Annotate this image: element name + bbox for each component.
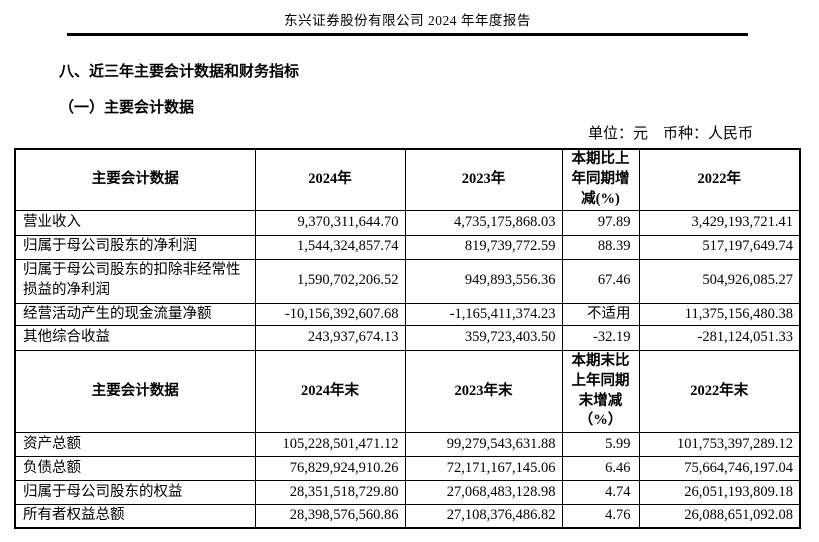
cell-2024-value: 1,544,324,857.74 bbox=[254, 234, 406, 260]
subsection-heading: （一）主要会计数据 bbox=[59, 100, 195, 116]
col-header-2024: 2024年 bbox=[254, 148, 406, 211]
cell-2023-value: 72,171,167,145.06 bbox=[404, 456, 563, 482]
cell-2024-value: 76,829,924,910.26 bbox=[254, 456, 406, 482]
cell-metric-label: 归属于母公司股东的净利润 bbox=[14, 234, 256, 260]
table-header-row-year-end: 主要会计数据 2024年末 2023年末 本期末比上年同期末增减（%） 2022… bbox=[14, 350, 801, 434]
cell-2023-value: -1,165,411,374.23 bbox=[404, 302, 563, 327]
table-row-total-assets: 资产总额 105,228,501,471.12 99,279,543,631.8… bbox=[14, 432, 801, 458]
col-header-metric: 主要会计数据 bbox=[14, 350, 256, 434]
cell-change-value: 97.89 bbox=[561, 209, 640, 236]
cell-2024-value: -10,156,392,607.68 bbox=[254, 302, 406, 327]
cell-2023-value: 359,723,403.50 bbox=[404, 325, 563, 352]
col-header-2023-end: 2023年末 bbox=[404, 350, 563, 434]
cell-change-value: 4.76 bbox=[561, 504, 640, 529]
table-row-equity-attributable-to-parent: 归属于母公司股东的权益 28,351,518,729.80 27,068,483… bbox=[14, 480, 801, 506]
col-header-2022: 2022年 bbox=[638, 148, 801, 211]
cell-2022-value: 26,051,193,809.18 bbox=[638, 480, 801, 506]
cell-change-value: -32.19 bbox=[561, 325, 640, 352]
cell-change-value: 67.46 bbox=[561, 258, 640, 304]
cell-change-value: 88.39 bbox=[561, 234, 640, 260]
table-row-other-comprehensive-income: 其他综合收益 243,937,674.13 359,723,403.50 -32… bbox=[14, 325, 801, 352]
cell-metric-label: 负债总额 bbox=[14, 456, 256, 482]
cell-2022-value: 101,753,397,289.12 bbox=[638, 432, 801, 458]
col-header-change: 本期比上年同期增减(%) bbox=[561, 148, 640, 211]
cell-2023-value: 949,893,556.36 bbox=[404, 258, 563, 304]
table-row-total-liabilities: 负债总额 76,829,924,910.26 72,171,167,145.06… bbox=[14, 456, 801, 482]
col-header-2024-end: 2024年末 bbox=[254, 350, 406, 434]
cell-2023-value: 27,108,376,486.82 bbox=[404, 504, 563, 529]
table-row-operating-cash-flow: 经营活动产生的现金流量净额 -10,156,392,607.68 -1,165,… bbox=[14, 302, 801, 327]
cell-metric-label: 经营活动产生的现金流量净额 bbox=[14, 302, 256, 327]
cell-metric-label: 资产总额 bbox=[14, 432, 256, 458]
header-rule bbox=[67, 33, 748, 36]
cell-2022-value: 11,375,156,480.38 bbox=[638, 302, 801, 327]
cell-change-value: 6.46 bbox=[561, 456, 640, 482]
col-header-change-end: 本期末比上年同期末增减（%） bbox=[561, 350, 640, 434]
cell-metric-label: 营业收入 bbox=[14, 209, 256, 236]
cell-metric-label: 其他综合收益 bbox=[14, 325, 256, 352]
cell-change-value: 4.74 bbox=[561, 480, 640, 506]
col-header-2023: 2023年 bbox=[404, 148, 563, 211]
table-row-operating-revenue: 营业收入 9,370,311,644.70 4,735,175,868.03 9… bbox=[14, 209, 801, 236]
cell-change-value: 5.99 bbox=[561, 432, 640, 458]
cell-2022-value: 517,197,649.74 bbox=[638, 234, 801, 260]
cell-metric-label: 归属于母公司股东的权益 bbox=[14, 480, 256, 506]
cell-2023-value: 4,735,175,868.03 bbox=[404, 209, 563, 236]
cell-2022-value: 26,088,651,092.08 bbox=[638, 504, 801, 529]
unit-note: 单位：元 币种：人民币 bbox=[587, 126, 753, 142]
cell-2024-value: 28,351,518,729.80 bbox=[254, 480, 406, 506]
table-row-net-profit-excl-nonrecurring: 归属于母公司股东的扣除非经常性损益的净利润 1,590,702,206.52 9… bbox=[14, 258, 801, 304]
cell-2024-value: 1,590,702,206.52 bbox=[254, 258, 406, 304]
cell-metric-label: 所有者权益总额 bbox=[14, 504, 256, 529]
cell-2022-value: 3,429,193,721.41 bbox=[638, 209, 801, 236]
table-row-net-profit: 归属于母公司股东的净利润 1,544,324,857.74 819,739,77… bbox=[14, 234, 801, 260]
col-header-2022-end: 2022年末 bbox=[638, 350, 801, 434]
cell-2024-value: 243,937,674.13 bbox=[254, 325, 406, 352]
cell-2023-value: 819,739,772.59 bbox=[404, 234, 563, 260]
accounting-data-table: 主要会计数据 2024年 2023年 本期比上年同期增减(%) 2022年 营业… bbox=[14, 148, 801, 529]
cell-2022-value: -281,124,051.33 bbox=[638, 325, 801, 352]
cell-2022-value: 75,664,746,197.04 bbox=[638, 456, 801, 482]
page-title: 东兴证券股份有限公司 2024 年年度报告 bbox=[284, 13, 531, 28]
section-heading: 八、近三年主要会计数据和财务指标 bbox=[59, 64, 300, 80]
cell-2023-value: 99,279,543,631.88 bbox=[404, 432, 563, 458]
cell-2024-value: 9,370,311,644.70 bbox=[254, 209, 406, 236]
cell-2022-value: 504,926,085.27 bbox=[638, 258, 801, 304]
cell-2024-value: 28,398,576,560.86 bbox=[254, 504, 406, 529]
cell-metric-label: 归属于母公司股东的扣除非经常性损益的净利润 bbox=[14, 258, 256, 304]
col-header-metric: 主要会计数据 bbox=[14, 148, 256, 211]
cell-2023-value: 27,068,483,128.98 bbox=[404, 480, 563, 506]
cell-change-value: 不适用 bbox=[561, 302, 640, 327]
table-header-row-annual: 主要会计数据 2024年 2023年 本期比上年同期增减(%) 2022年 bbox=[14, 148, 801, 211]
cell-2024-value: 105,228,501,471.12 bbox=[254, 432, 406, 458]
table-row-total-owners-equity: 所有者权益总额 28,398,576,560.86 27,108,376,486… bbox=[14, 504, 801, 529]
